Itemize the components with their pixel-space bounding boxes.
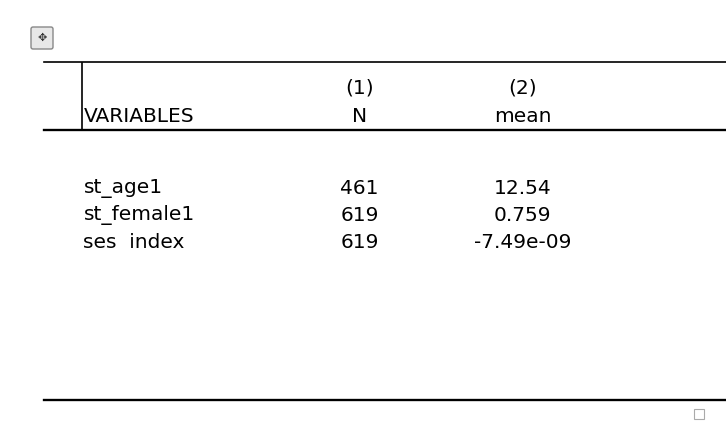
Text: 619: 619 (340, 205, 378, 225)
Text: ✥: ✥ (37, 33, 46, 43)
Text: (2): (2) (508, 78, 537, 98)
Text: -7.49e-09: -7.49e-09 (474, 232, 571, 252)
Text: VARIABLES: VARIABLES (83, 106, 194, 126)
Text: 12.54: 12.54 (494, 178, 552, 198)
Bar (694, 409, 704, 419)
Text: 461: 461 (340, 178, 379, 198)
Text: st_age1: st_age1 (83, 178, 163, 198)
Text: (1): (1) (345, 78, 374, 98)
Text: mean: mean (494, 106, 552, 126)
Text: 619: 619 (340, 232, 378, 252)
FancyBboxPatch shape (31, 27, 53, 49)
Text: ses  index: ses index (83, 232, 185, 252)
Text: st_female1: st_female1 (83, 205, 195, 225)
Text: N: N (352, 106, 367, 126)
Text: 0.759: 0.759 (494, 205, 552, 225)
